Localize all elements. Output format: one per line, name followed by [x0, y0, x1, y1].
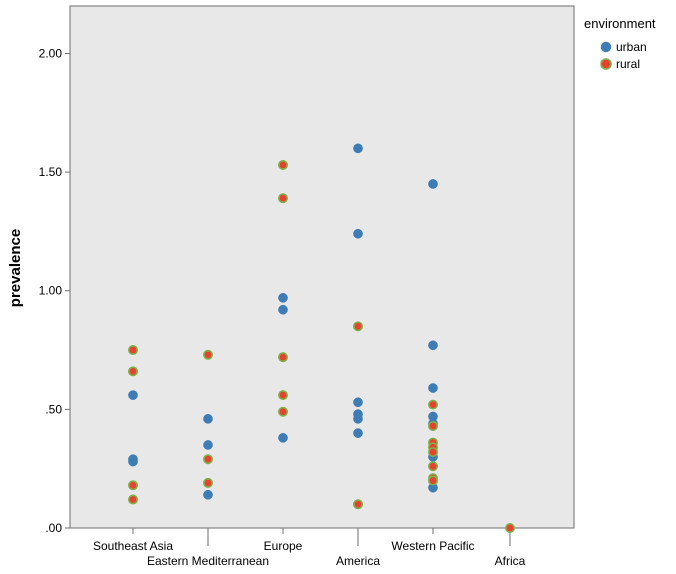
rural-point [277, 352, 288, 363]
rural-point [203, 349, 214, 360]
rural-point [427, 447, 438, 458]
x-tick-label: Africa [495, 554, 526, 568]
urban-point [278, 292, 288, 303]
rural-point [352, 321, 363, 332]
urban-point [353, 228, 363, 239]
rural-point [427, 399, 438, 410]
legend-label-rural: rural [616, 57, 640, 71]
urban-point [428, 383, 438, 393]
urban-point [353, 397, 363, 408]
rural-point [277, 159, 288, 170]
rural-point [203, 477, 214, 488]
legend: environment urban rural [584, 16, 656, 71]
y-tick-label: 1.50 [39, 165, 63, 179]
urban-point [203, 489, 213, 500]
urban-point [128, 456, 138, 467]
urban-point [203, 414, 213, 424]
rural-point [128, 494, 139, 505]
rural-point [128, 480, 139, 491]
y-axis-title: prevalence [7, 229, 24, 307]
urban-point [353, 414, 363, 424]
rural-point [277, 193, 288, 204]
x-tick-label: Southeast Asia [93, 539, 173, 553]
plot-area-background [69, 5, 575, 529]
rural-point [203, 454, 214, 465]
rural-point [277, 390, 288, 401]
x-tick-label: Europe [264, 539, 303, 553]
rural-point [427, 475, 438, 486]
urban-point [428, 340, 438, 351]
legend-label-urban: urban [616, 40, 647, 54]
rural-point [427, 420, 438, 431]
rural-point [504, 522, 515, 533]
y-axis: .00 .50 1.00 1.50 2.00 [39, 46, 70, 535]
legend-marker-rural [600, 58, 612, 70]
y-tick-label: .50 [45, 402, 62, 416]
rural-point [277, 406, 288, 417]
rural-point [128, 366, 139, 377]
legend-marker-urban [600, 41, 612, 53]
y-tick-label: .00 [45, 521, 62, 535]
x-tick-label: Western Pacific [391, 539, 474, 553]
x-tick-label: America [336, 554, 380, 568]
urban-point [353, 143, 363, 154]
y-tick-label: 1.00 [39, 284, 63, 298]
rural-point [427, 461, 438, 472]
rural-point [352, 499, 363, 510]
x-tick-label: Eastern Mediterranean [147, 554, 269, 568]
legend-title: environment [584, 16, 656, 31]
data-points [128, 143, 515, 533]
urban-point [128, 390, 138, 400]
urban-point [278, 432, 288, 443]
urban-point [203, 440, 213, 450]
urban-point [278, 304, 288, 315]
urban-point [353, 428, 363, 438]
urban-point [428, 179, 438, 189]
y-tick-label: 2.00 [39, 46, 63, 60]
rural-point [128, 345, 139, 356]
